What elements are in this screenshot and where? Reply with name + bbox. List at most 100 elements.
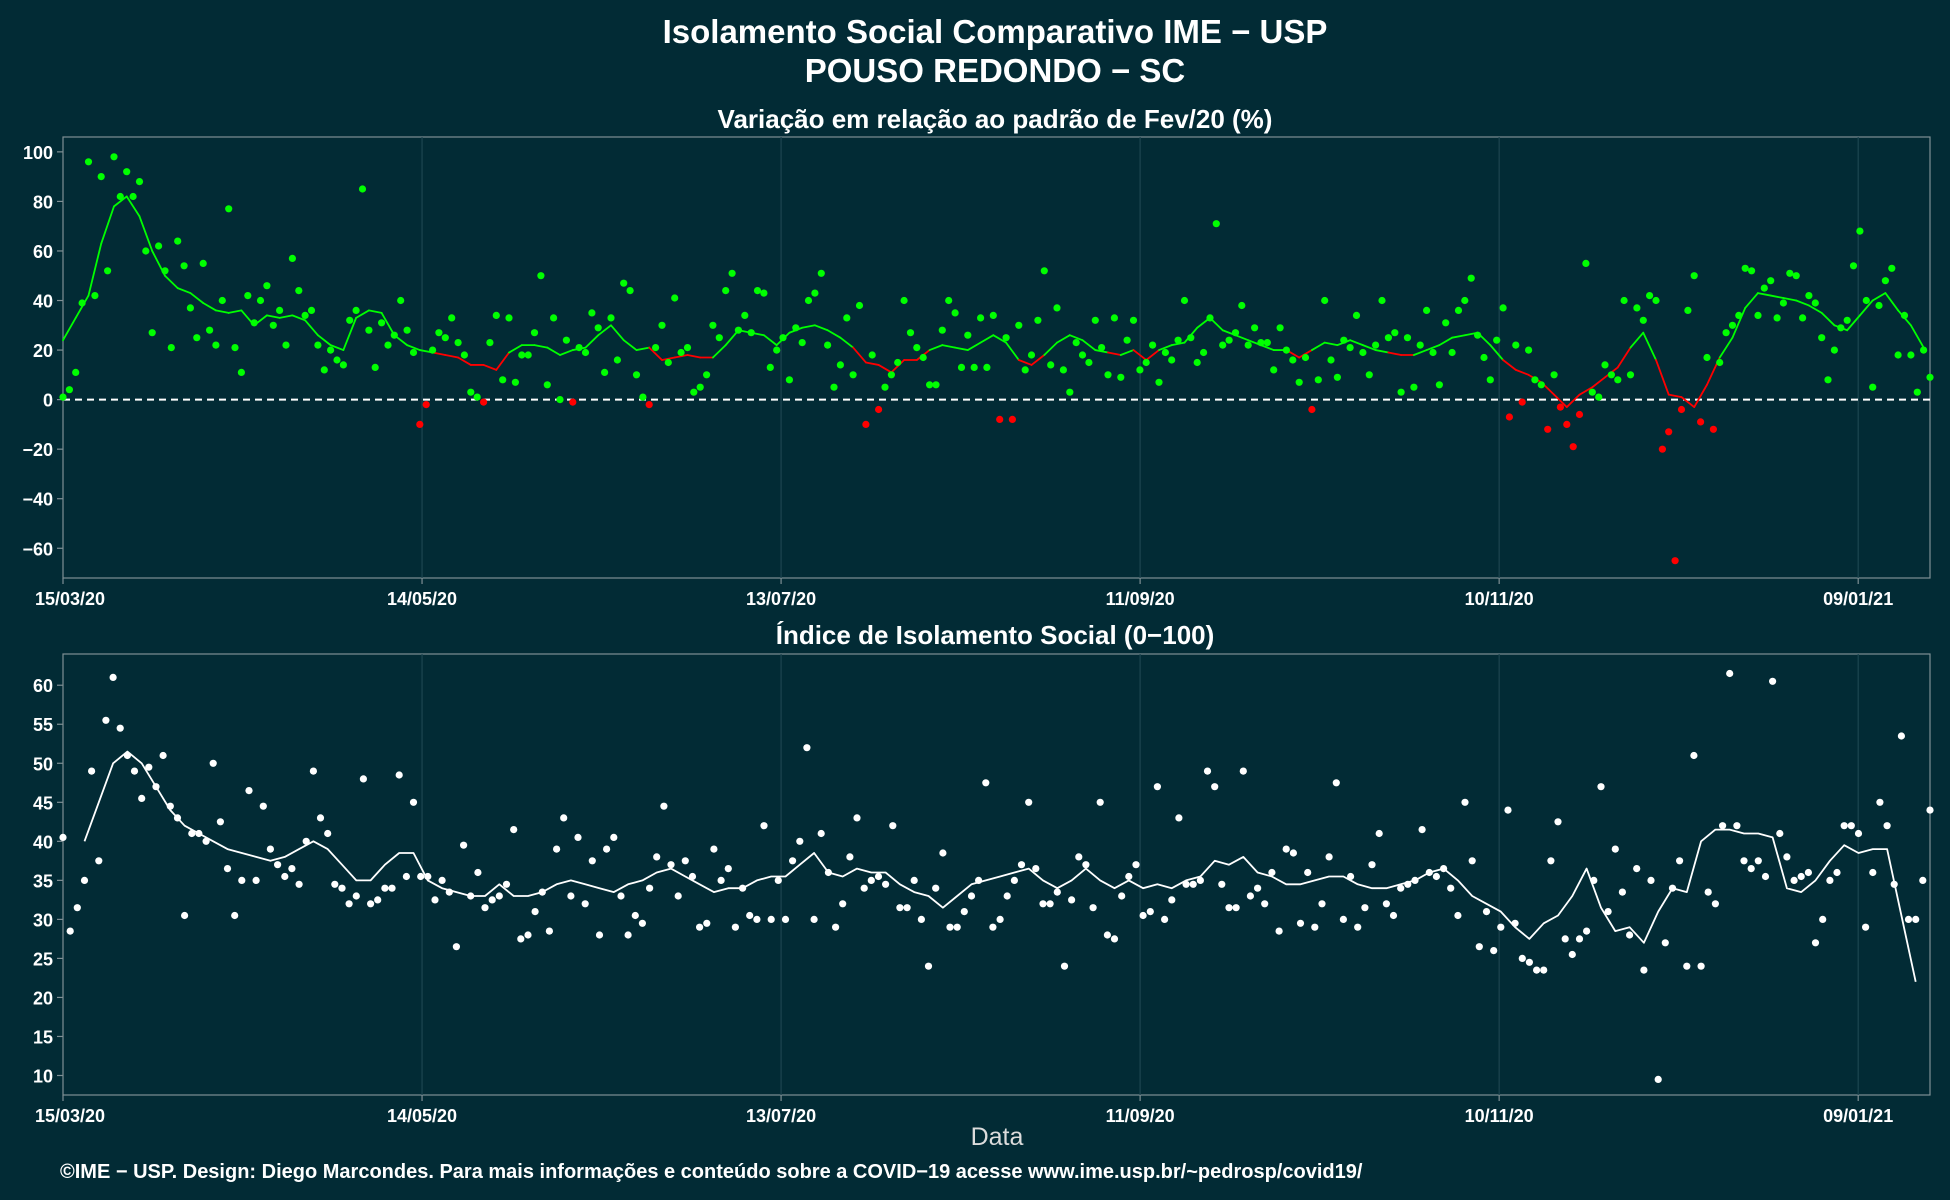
index-data-point (1640, 966, 1648, 974)
variation-moving-average-segment (1425, 344, 1441, 351)
variation-data-point (1690, 272, 1698, 280)
variation-moving-average-segment (1642, 331, 1657, 361)
variation-data-point (1410, 383, 1418, 391)
index-data-point (1411, 876, 1419, 885)
variation-moving-average-segment (1094, 349, 1109, 354)
variation-data-point (1626, 371, 1635, 379)
variation-data-point (1849, 262, 1858, 270)
index-data-point (810, 915, 818, 924)
variation-moving-average-segment (686, 354, 702, 359)
variation-data-point (186, 304, 194, 312)
variation-data-point (1008, 415, 1017, 423)
index-data-point (617, 892, 625, 900)
variation-data-point (1021, 366, 1029, 374)
variation-data-point (728, 269, 736, 277)
index-data-point (59, 833, 67, 842)
variation-moving-average-segment (342, 316, 358, 351)
index-data-point (102, 716, 110, 724)
variation-moving-average-segment (546, 346, 561, 356)
variation-data-point (358, 185, 367, 193)
variation-data-point (1301, 353, 1310, 362)
index-data-point (703, 919, 711, 927)
variation-data-point (135, 178, 144, 186)
index-data-point (460, 841, 468, 849)
index-data-point (1804, 868, 1812, 877)
variation-data-point (314, 341, 322, 349)
index-data-point (1840, 822, 1848, 830)
variation-moving-average-segment (74, 294, 90, 319)
variation-data-point (467, 388, 475, 396)
variation-data-point (1677, 405, 1686, 414)
index-data-point (438, 876, 446, 885)
index-data-point (1690, 751, 1698, 760)
variation-data-point (1716, 358, 1724, 367)
variation-data-point (1333, 373, 1341, 381)
index-ytick-label: 25 (33, 949, 53, 969)
variation-moving-average-segment (1693, 383, 1708, 408)
main-title-line1: Isolamento Social Comparativo IME − USP (663, 13, 1328, 50)
index-data-point (223, 865, 232, 873)
index-data-point (1139, 911, 1147, 920)
index-data-point (1339, 915, 1347, 924)
variation-data-point (1818, 334, 1826, 342)
index-data-point (424, 872, 432, 881)
variation-data-point (1900, 311, 1909, 319)
variation-data-point (639, 393, 647, 401)
index-xtick-label: 10/11/20 (1465, 1106, 1534, 1126)
index-data-point (1811, 939, 1820, 947)
variation-data-point (1754, 311, 1762, 319)
index-data-point (1647, 876, 1655, 885)
variation-data-point (1200, 348, 1208, 357)
variation-data-point (671, 294, 679, 302)
variation-data-point (575, 344, 583, 352)
variation-data-point (403, 326, 411, 334)
variation-moving-average-segment (1170, 341, 1186, 347)
variation-moving-average-segment (1769, 294, 1785, 299)
index-data-point (1182, 880, 1190, 888)
variation-data-point (862, 420, 870, 428)
index-data-point (1039, 900, 1047, 908)
index-data-point (839, 900, 847, 908)
index-ytick-label: 40 (33, 832, 53, 852)
index-data-point (1568, 950, 1576, 959)
variation-data-point (1805, 292, 1813, 300)
variation-moving-average-segment (890, 359, 906, 374)
variation-data-point (1703, 353, 1711, 362)
variation-data-point (620, 279, 628, 287)
variation-data-point (1384, 334, 1392, 342)
variation-moving-average-segment (1374, 349, 1390, 354)
variation-data-point (830, 383, 838, 391)
index-data-point (1017, 861, 1026, 869)
index-data-point (989, 923, 997, 931)
variation-moving-average-segment (1757, 292, 1772, 297)
variation-data-point (1518, 398, 1526, 406)
variation-moving-average-segment (1782, 297, 1798, 302)
index-data-point (1790, 876, 1798, 885)
index-data-point (1876, 798, 1884, 806)
index-data-point (1239, 767, 1247, 775)
variation-data-point (1799, 314, 1807, 322)
variation-data-point (84, 158, 93, 166)
variation-data-point (237, 368, 245, 376)
variation-moving-average-segment (100, 205, 115, 245)
variation-data-point (1149, 341, 1157, 349)
variation-moving-average-segment (954, 346, 969, 351)
variation-data-point (1467, 274, 1475, 282)
variation-moving-average-segment (304, 319, 319, 337)
index-data-point (1683, 962, 1691, 970)
variation-data-point (919, 353, 927, 362)
variation-data-point (1136, 366, 1144, 374)
variation-data-point (690, 388, 698, 396)
index-ytick-label: 45 (33, 793, 53, 813)
index-data-point (1525, 958, 1533, 966)
index-data-point (1168, 896, 1176, 904)
variation-data-point (1174, 336, 1182, 344)
variation-moving-average-segment (979, 334, 995, 344)
variation-data-point (256, 296, 265, 305)
variation-moving-average-segment (673, 354, 689, 359)
variation-data-point (824, 341, 832, 349)
variation-data-point (1251, 324, 1259, 332)
index-data-point (1268, 868, 1276, 877)
variation-data-point (1913, 388, 1921, 396)
variation-data-point (868, 351, 876, 359)
